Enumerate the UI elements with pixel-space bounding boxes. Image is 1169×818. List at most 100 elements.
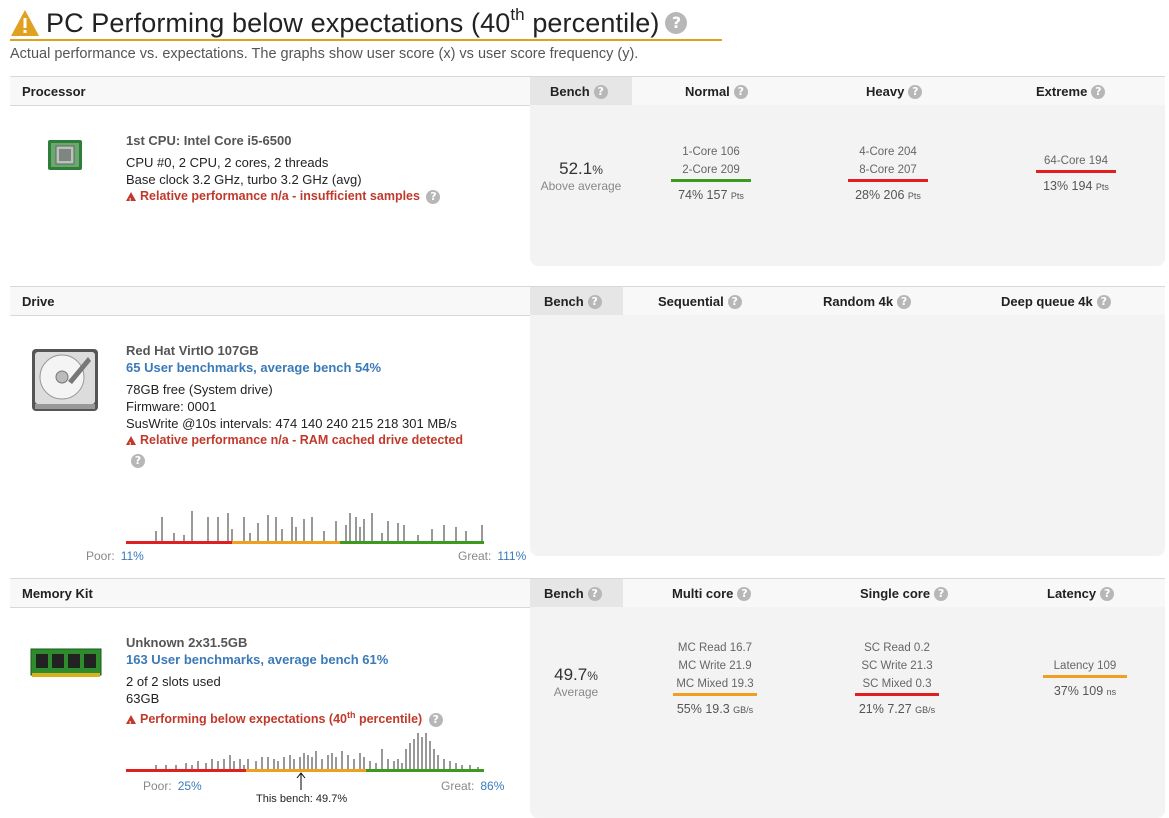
title-underline — [10, 39, 722, 41]
memory-header: Memory Kit Bench? Multi core? Single cor… — [10, 578, 1165, 608]
drive-line: 78GB free (System drive) — [126, 382, 273, 397]
great-zone — [340, 541, 484, 544]
poor-zone — [126, 541, 232, 544]
bench-col-bg — [530, 579, 623, 607]
col-deep-queue: Deep queue 4k? — [1001, 294, 1111, 309]
drive-warning: Relative performance n/a - RAM cached dr… — [126, 432, 463, 454]
poor-label: Poor: 25% — [143, 779, 202, 793]
memory-info: Unknown 2x31.5GB 163 User benchmarks, av… — [126, 634, 443, 733]
page-title: PC Performing below expectations (40th p… — [46, 4, 660, 38]
col-sequential: Sequential? — [658, 294, 742, 309]
col-bench: Bench? — [550, 84, 608, 99]
col-single-core: Single core? — [860, 586, 949, 601]
bench-col-bg — [530, 287, 623, 315]
memory-line: 2 of 2 slots used — [126, 674, 221, 689]
help-icon[interactable]: ? — [908, 84, 923, 99]
memory-benchmarks-link[interactable]: 163 User benchmarks, average bench 61% — [126, 652, 389, 667]
help-icon[interactable]: ? — [665, 12, 688, 34]
cpu-info: 1st CPU: Intel Core i5-6500 CPU #0, 2 CP… — [126, 132, 441, 210]
average-zone — [232, 541, 340, 544]
help-icon[interactable]: ? — [593, 84, 608, 99]
section-title: Drive — [22, 294, 55, 309]
col-multi-core: Multi core? — [672, 586, 752, 601]
hard-drive-icon — [32, 349, 98, 411]
drive-benchmarks-link[interactable]: 65 User benchmarks, average bench 54% — [126, 360, 382, 375]
metric-extreme: 64-Core 194 13% 194 Pts — [986, 152, 1166, 196]
bench-col-bg — [530, 77, 632, 105]
warning-icon — [126, 436, 136, 454]
rating-bar — [671, 179, 751, 182]
col-extreme: Extreme? — [1036, 84, 1106, 99]
memory-warning: Performing below expectations (40th perc… — [126, 707, 443, 733]
help-icon[interactable]: ? — [1100, 586, 1115, 601]
drive-info: Red Hat VirtIO 107GB 65 User benchmarks,… — [126, 342, 463, 468]
drive-header: Drive Bench? Sequential? Random 4k? Deep… — [10, 286, 1165, 316]
metrics-panel — [530, 607, 1165, 818]
page-subtitle: Actual performance vs. expectations. The… — [10, 46, 639, 62]
metric-line: 1-Core 106 — [682, 146, 740, 158]
great-zone — [366, 769, 484, 772]
drive-line: SusWrite @10s intervals: 474 140 240 215… — [126, 416, 457, 431]
great-label: Great: 86% — [441, 779, 505, 793]
poor-zone — [126, 769, 246, 772]
cpu-line: Base clock 3.2 GHz, turbo 3.2 GHz (avg) — [126, 172, 362, 187]
help-icon[interactable]: ? — [934, 586, 949, 601]
memory-section: Memory Kit Bench? Multi core? Single cor… — [10, 578, 1165, 818]
help-icon[interactable]: ? — [1091, 84, 1106, 99]
help-icon[interactable]: ? — [733, 84, 748, 99]
metrics-panel — [530, 105, 1165, 266]
col-bench: Bench? — [544, 294, 602, 309]
metric-result: 74% 157 Pts — [678, 188, 744, 202]
metric-result: 55% 19.3 GB/s — [676, 702, 754, 716]
metric-latency: Latency 109 37% 109 ns — [995, 657, 1169, 701]
metric-normal: 1-Core 106 2-Core 209 74% 157 Pts — [621, 143, 801, 205]
cpu-warning: Relative performance n/a - insufficient … — [126, 188, 441, 210]
metric-result: 28% 206 Pts — [855, 188, 921, 202]
help-icon[interactable]: ? — [426, 189, 441, 204]
cpu-chip-icon — [48, 140, 82, 170]
metric-single-core: SC Read 0.2 SC Write 21.3 SC Mixed 0.3 2… — [807, 639, 987, 719]
bench-percent: 52.1% — [559, 159, 603, 178]
col-normal: Normal? — [685, 84, 748, 99]
help-icon[interactable]: ? — [727, 294, 742, 309]
memory-histogram — [126, 733, 484, 772]
cpu-bench: 52.1% Above average — [531, 159, 631, 193]
help-icon[interactable]: ? — [737, 586, 752, 601]
help-icon[interactable]: ? — [587, 294, 602, 309]
help-icon[interactable]: ? — [1096, 294, 1111, 309]
ram-module-icon — [30, 648, 102, 677]
cpu-name: 1st CPU: Intel Core i5-6500 — [126, 133, 292, 148]
col-random-4k: Random 4k? — [823, 294, 912, 309]
this-bench-label: This bench: 49.7% — [256, 793, 348, 805]
metric-line: MC Write 21.9 — [678, 660, 752, 672]
warning-icon — [126, 715, 136, 733]
metric-line: 64-Core 194 — [1044, 155, 1108, 167]
section-title: Processor — [22, 84, 86, 99]
rating-bar — [855, 693, 939, 696]
help-icon[interactable]: ? — [131, 453, 145, 468]
metric-line: MC Read 16.7 — [677, 642, 753, 654]
processor-section: Processor Bench? Normal? Heavy? Extreme?… — [10, 76, 1165, 266]
help-icon[interactable]: ? — [428, 712, 443, 727]
drive-name: Red Hat VirtIO 107GB — [126, 343, 259, 358]
metric-line: MC Mixed 19.3 — [676, 678, 754, 690]
bench-percent: 49.7% — [554, 665, 598, 684]
help-icon[interactable]: ? — [587, 586, 602, 601]
col-latency: Latency? — [1047, 586, 1115, 601]
section-title: Memory Kit — [22, 586, 93, 601]
bench-label: Above average — [540, 179, 622, 193]
metrics-panel — [530, 315, 1165, 556]
rating-bar — [1036, 170, 1116, 173]
help-icon[interactable]: ? — [897, 294, 912, 309]
histogram-bars — [155, 511, 483, 541]
col-bench: Bench? — [544, 586, 602, 601]
metric-line: SC Mixed 0.3 — [862, 678, 932, 690]
this-bench-arrow-icon — [296, 772, 306, 790]
metric-line: 4-Core 204 — [859, 146, 917, 158]
drive-line: Firmware: 0001 — [126, 399, 217, 414]
metric-line: SC Write 21.3 — [861, 660, 933, 672]
average-zone — [246, 769, 366, 772]
poor-label: Poor: 11% — [86, 549, 144, 563]
metric-line: Latency 109 — [1053, 660, 1117, 672]
histogram-bars — [155, 733, 479, 769]
